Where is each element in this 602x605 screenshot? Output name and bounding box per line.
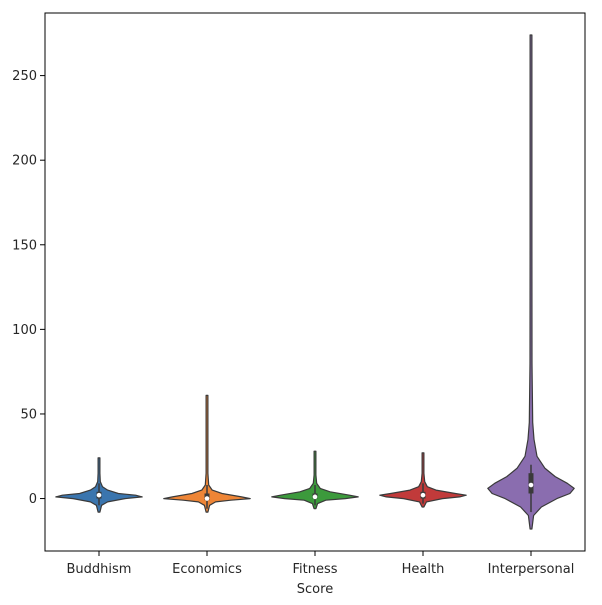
y-tick-label: 150 <box>12 238 37 253</box>
violin-median-point <box>420 492 426 498</box>
violin-body <box>379 452 467 508</box>
violin-body <box>487 34 575 530</box>
x-tick-label: Fitness <box>292 562 337 577</box>
violin-body <box>271 450 359 510</box>
y-axis-ticks: 0 50 100 150 200 250 <box>12 69 45 507</box>
violin-median-point <box>312 494 318 500</box>
x-axis-label: Score <box>297 582 333 597</box>
y-tick-label: 0 <box>29 492 37 507</box>
violin-median-point <box>96 492 102 498</box>
violin-body <box>163 394 251 513</box>
x-tick-label: Economics <box>172 562 242 577</box>
x-tick-label: Health <box>402 562 445 577</box>
x-tick-label: Buddhism <box>67 562 132 577</box>
y-tick-label: 250 <box>12 69 37 84</box>
violin-median-point <box>528 482 534 488</box>
violin-median-point <box>204 496 210 501</box>
y-tick-label: 200 <box>12 154 37 169</box>
x-axis-ticks: Buddhism Economics Fitness Health Interperso… <box>67 551 575 577</box>
y-tick-label: 100 <box>12 323 37 338</box>
y-tick-label: 50 <box>20 407 37 422</box>
x-tick-label: Interpersonal <box>488 562 575 577</box>
violins-group <box>55 34 575 530</box>
